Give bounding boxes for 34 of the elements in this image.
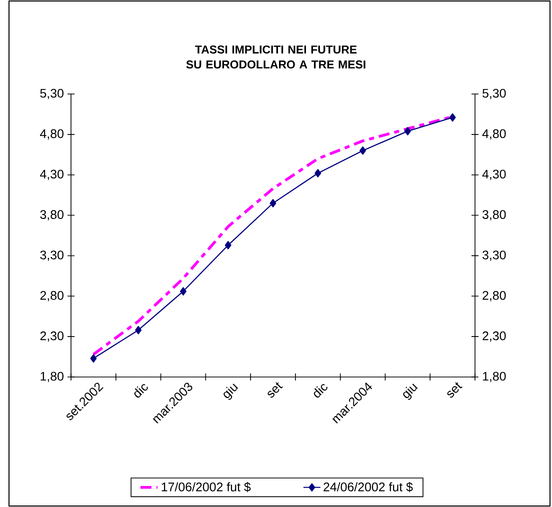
point (449, 113, 456, 122)
legend-label: 24/06/2002 fut $ (324, 482, 413, 492)
point (404, 127, 411, 136)
y2-tick-label: 4,80 (40, 129, 64, 140)
y-tick-label: 4,30 (482, 170, 506, 180)
y2-tick-label: 3,80 (40, 210, 64, 220)
legend-label: 17/06/2002 fut $ (162, 482, 251, 492)
point (135, 326, 142, 334)
y-tick-label: 3,30 (482, 250, 506, 261)
y2-tick-label: 4,30 (40, 170, 64, 180)
point (224, 241, 232, 250)
point (314, 169, 322, 178)
x-tick-label: set (447, 382, 462, 398)
x-tick-label: dic (314, 384, 328, 398)
point (360, 146, 366, 155)
point (270, 199, 276, 208)
y-tick-label: 1,80 (482, 372, 506, 382)
y-tick-label: 3,80 (482, 210, 506, 220)
y2-tick-label: 2,80 (40, 291, 64, 302)
y-tick-label: 2,80 (482, 291, 506, 302)
x-tick-label: set (268, 382, 283, 398)
x-tick-label: giu (403, 384, 418, 400)
x-tick-label: giu (224, 384, 238, 400)
chart-title: TASSI IMPLICITI NEI FUTURE SU EURODOLLARO A TRE MESI (186, 45, 366, 69)
y-tick-label: 4,80 (482, 129, 506, 140)
y-tick-label: 2,30 (482, 331, 506, 342)
y2-tick-label: 3,30 (40, 250, 64, 261)
point (90, 354, 97, 363)
y2-tick-label: 1,80 (40, 372, 64, 382)
y2-tick-label: 5,30 (40, 88, 64, 100)
y-tick-label: 5,30 (482, 88, 506, 100)
y2-tick-label: 2,30 (40, 331, 64, 342)
point (180, 287, 186, 296)
x-tick-label: dic (134, 384, 148, 398)
